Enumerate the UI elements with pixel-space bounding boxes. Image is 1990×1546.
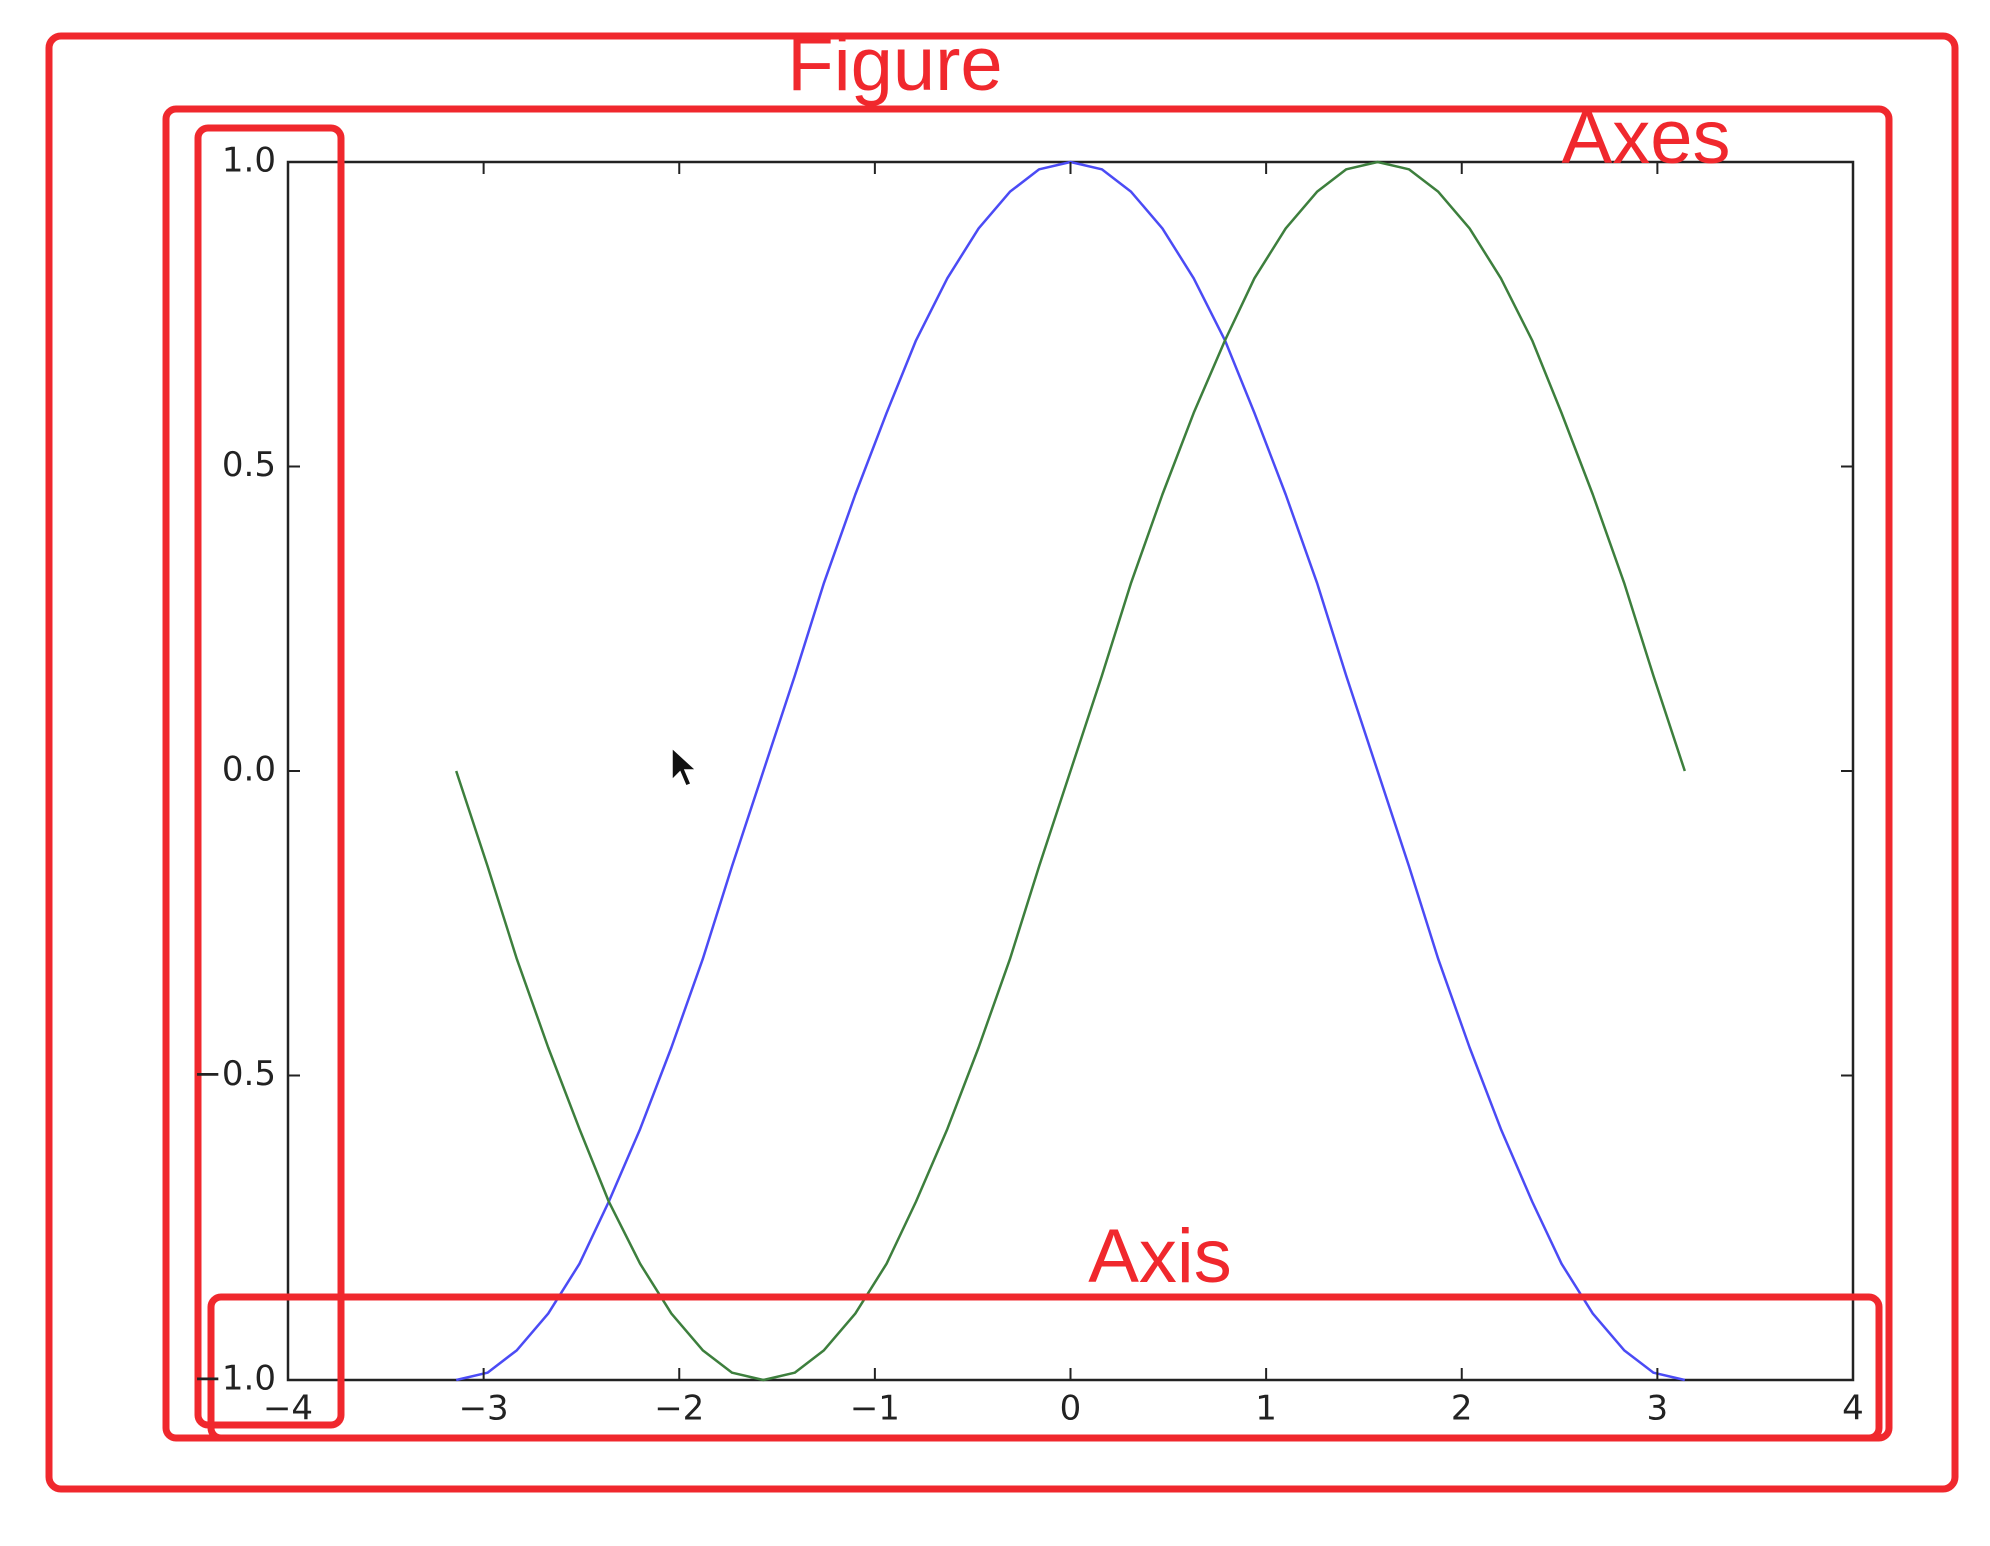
x-tick-label: −1 <box>850 1389 900 1429</box>
x-axis-box <box>207 1293 1883 1442</box>
x-tick-label: −3 <box>459 1389 509 1429</box>
annotation: Axes <box>1562 95 1731 180</box>
y-axis-box <box>194 124 345 1429</box>
annotation: Figure <box>787 22 1002 107</box>
figure-box <box>45 32 1959 1493</box>
y-tick-label: −0.5 <box>193 1054 276 1094</box>
x-tick-label: −4 <box>263 1389 313 1429</box>
y-tick-label: 0.0 <box>222 750 276 790</box>
x-tick-label: 0 <box>1060 1389 1082 1429</box>
y-tick-label: 1.0 <box>222 141 276 181</box>
mouse-cursor <box>671 746 698 787</box>
x-tick-label: 4 <box>1842 1389 1864 1429</box>
x-tick-label: 2 <box>1451 1389 1473 1429</box>
annotation: Axis <box>1088 1214 1232 1299</box>
y-tick-label: −1.0 <box>193 1359 276 1399</box>
x-tick-label: 3 <box>1647 1389 1669 1429</box>
x-tick-label: 1 <box>1255 1389 1277 1429</box>
y-tick-label: 0.5 <box>222 445 276 485</box>
x-tick-label: −2 <box>654 1389 704 1429</box>
